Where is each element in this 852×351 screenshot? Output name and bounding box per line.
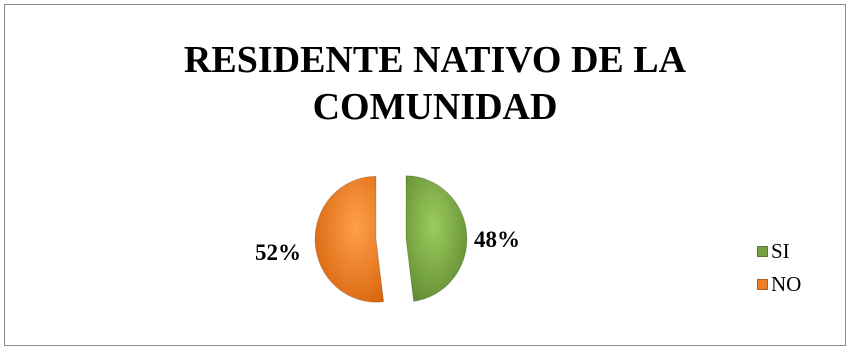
chart-title: RESIDENTE NATIVO DE LA COMUNIDAD (183, 39, 687, 128)
pie-chart: 48% 52% (255, 175, 520, 303)
legend-swatch-no (757, 279, 768, 290)
data-label-si: 48% (474, 227, 520, 252)
pie-slice-no (314, 175, 385, 303)
pie-slice-si (405, 175, 468, 302)
legend-label-no: NO (771, 272, 802, 296)
legend-label-si: SI (771, 239, 790, 263)
chart-area: RESIDENTE NATIVO DE LA COMUNIDAD 48% 52% … (4, 4, 846, 346)
legend-item-no: NO (757, 268, 801, 301)
legend-swatch-si (757, 246, 768, 257)
data-label-no: 52% (255, 240, 301, 265)
legend: SI NO (757, 235, 801, 301)
legend-item-si: SI (757, 235, 801, 268)
